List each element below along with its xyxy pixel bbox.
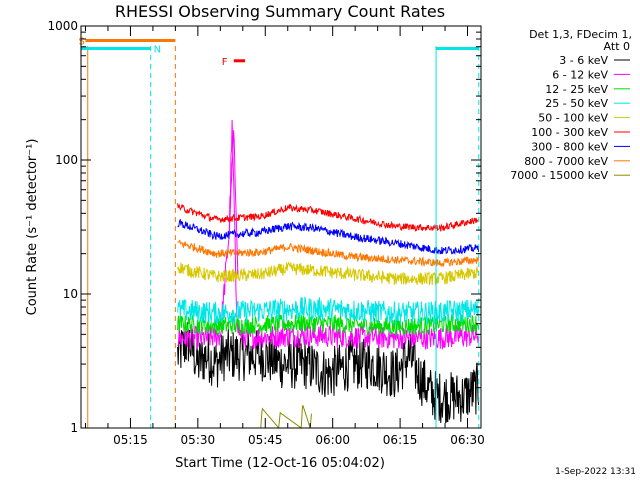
series-line-800-7000-kev (177, 239, 480, 268)
legend-label-800-7000-kev: 800 - 7000 keV (524, 155, 608, 168)
x-tick-label: 05:45 (248, 433, 283, 447)
y-tick-label: 10 (63, 287, 78, 301)
series-line-overall-red (177, 203, 479, 233)
marker-layer (87, 46, 480, 428)
series-line-300-800-kev (177, 218, 480, 256)
legend-header-line-1: Det 1,3, FDecim 1, (529, 28, 632, 41)
flag-layer: SNNF (78, 36, 479, 68)
y-tick-label: 1000 (47, 19, 78, 33)
y-axis-label: Count Rate (s⁻¹ detector⁻¹) (25, 139, 40, 316)
legend-label-100-300-kev: 100 - 300 keV (531, 126, 608, 139)
x-tick-label: 06:00 (315, 433, 350, 447)
legend-label-50-100-kev: 50 - 100 keV (538, 112, 608, 125)
series-line-25-50-kev (177, 296, 480, 326)
series-line-3-6-kev (177, 321, 480, 424)
legend-label-3-6-kev: 3 - 6 keV (559, 54, 608, 67)
x-tick-label: 05:15 (113, 433, 148, 447)
flag-label: F (222, 57, 228, 68)
y-tick-label: 1 (70, 421, 78, 435)
series-line-100-300-kev (228, 130, 239, 275)
legend-label-25-50-kev: 25 - 50 keV (545, 97, 608, 110)
series-line-50-100-kev (177, 261, 480, 286)
x-tick-label: 05:30 (181, 433, 216, 447)
flag-label: S (78, 36, 84, 47)
timestamp: 1-Sep-2022 13:31 (555, 467, 636, 477)
legend-label-12-25-kev: 12 - 25 keV (545, 83, 608, 96)
legend-label-7000-15000-kev: 7000 - 15000 keV (510, 169, 608, 182)
legend-header-line-2: Att 0 (604, 40, 630, 53)
series-line-12-25-kev (177, 313, 480, 337)
legend-label-300-800-kev: 300 - 800 keV (531, 140, 608, 153)
series-line-7000-15000-kev (260, 405, 312, 429)
y-tick-label: 100 (55, 153, 78, 167)
plot-frame (80, 25, 482, 429)
x-axis-label: Start Time (12-Oct-16 05:04:02) (175, 456, 385, 471)
y-axis: 1 10 100 1000 (47, 19, 481, 435)
x-axis: 05:15 05:30 05:45 06:00 06:15 06:30 (84, 26, 485, 447)
chart-title: RHESSI Observing Summary Count Rates (115, 2, 445, 21)
legend-label-6-12-kev: 6 - 12 keV (552, 68, 608, 81)
x-tick-label: 06:15 (383, 433, 418, 447)
x-tick-label: 06:30 (450, 433, 485, 447)
series-layer (177, 119, 480, 429)
flag-label: N (154, 44, 161, 55)
